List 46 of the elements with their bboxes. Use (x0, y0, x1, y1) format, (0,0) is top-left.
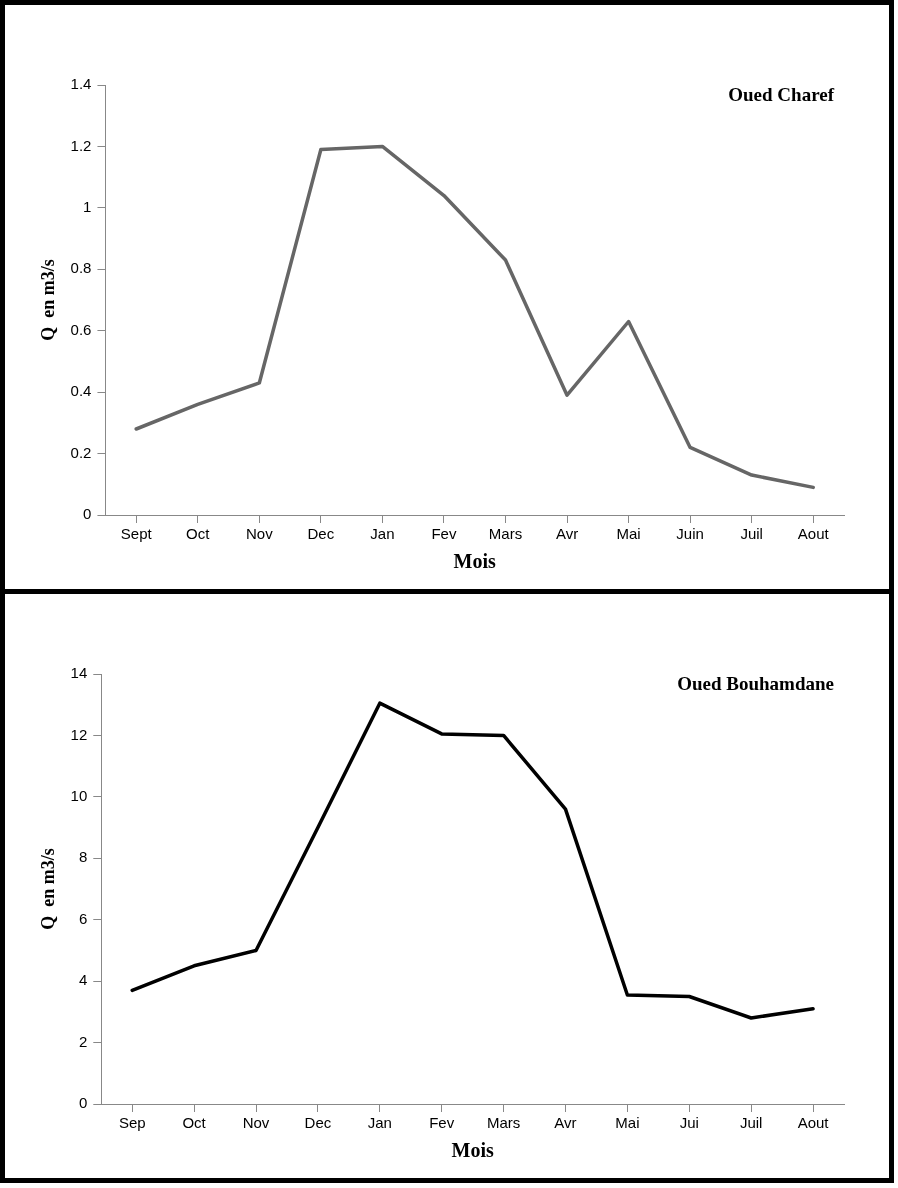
x-tick-label: Avr (554, 1114, 577, 1132)
y-tick-label: 0.8 (70, 259, 92, 277)
x-tick-label: Jan (370, 525, 395, 543)
y-tick-label: 14 (70, 664, 88, 682)
x-tick-label: Fev (431, 525, 457, 543)
x-axis-title: Mois (453, 550, 497, 573)
y-tick-label: 8 (78, 848, 88, 866)
x-tick-label: Oct (182, 1114, 207, 1132)
y-tick-label: 10 (70, 787, 88, 804)
y-tick-label: 1 (83, 198, 92, 215)
y-tick-label: 1.4 (70, 75, 92, 93)
x-tick-label: Juil (740, 525, 763, 543)
x-axis-title: Mois (451, 1139, 494, 1162)
x-tick-label: Oct (186, 525, 211, 543)
chart-title: Oued Bouhamdane (677, 673, 834, 695)
x-tick-label: Juin (676, 525, 704, 543)
y-tick-label: 4 (78, 971, 88, 989)
x-tick-label: Jui (679, 1114, 699, 1132)
y-tick-label: 12 (70, 725, 88, 743)
y-axis-title: Q en m3/s (38, 848, 59, 930)
x-tick-label: Mai (616, 525, 641, 543)
x-tick-label: Aout (797, 1114, 830, 1132)
y-tick-label: 0 (78, 1094, 88, 1112)
x-tick-label: Nov (245, 525, 274, 543)
y-axis-title: Q en m3/s (38, 259, 59, 341)
x-tick-label: Jan (367, 1114, 392, 1132)
y-tick-label: 1.2 (70, 136, 92, 154)
y-tick-label: 0.4 (70, 382, 92, 400)
y-tick-label: 0.6 (70, 320, 92, 338)
x-tick-label: Nov (242, 1114, 270, 1132)
x-tick-label: Dec (304, 1114, 332, 1132)
x-tick-label: Aout (797, 525, 830, 543)
y-tick-label: 2 (78, 1032, 88, 1050)
x-tick-label: Dec (307, 525, 335, 543)
x-tick-label: Sep (118, 1114, 146, 1132)
x-tick-label: Mars (488, 525, 523, 543)
x-tick-label: Sept (120, 525, 153, 543)
y-tick-label: 0 (83, 505, 92, 523)
x-tick-label: Mai (615, 1114, 640, 1132)
x-tick-label: Avr (555, 525, 579, 543)
x-tick-label: Mars (486, 1114, 521, 1132)
chart-title: Oued Charef (728, 84, 835, 106)
x-tick-label: Fev (429, 1114, 455, 1132)
y-tick-label: 6 (78, 909, 88, 927)
y-tick-label: 0.2 (70, 443, 92, 461)
x-tick-label: Juil (739, 1114, 763, 1132)
